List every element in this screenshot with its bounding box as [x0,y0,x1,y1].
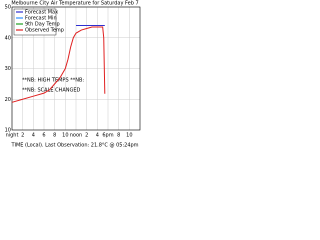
x-tick-label: 6pm [102,133,113,139]
x-tick-label: 8 [53,133,56,139]
legend-box [13,8,57,36]
legend-label: Forecast Min [25,16,57,22]
y-tick-label: 50 [5,5,11,11]
x-tick-label: 2 [85,133,88,139]
annotation: **NB: SCALE CHANGED [22,88,81,94]
y-tick-label: 30 [5,66,11,72]
chart: Melbourne City Air Temperature for Satur… [0,0,150,150]
legend-label: Forecast Max [25,10,58,16]
y-tick-label: 40 [5,35,11,41]
legend-label: 9th Day Temp [25,22,60,28]
series-line [11,26,106,103]
plot-frame [11,6,141,131]
y-tick-label: 20 [5,97,11,103]
x-tick-label: 4 [32,133,35,139]
x-tick-label: 4 [96,133,99,139]
x-axis-label: TIME (Local). Last Observation: 21.8°C @… [10,143,138,149]
x-tick-label: 6 [42,133,45,139]
x-tick-label: noon [70,133,82,139]
annotation: **NB: HIGH TEMPS **NB: [22,78,84,84]
chart-title: Melbourne City Air Temperature for Satur… [11,1,138,7]
x-tick-label: 10 [62,133,68,139]
legend-label: Observed Temp [25,28,64,34]
x-tick-label: 10 [126,133,132,139]
x-tick-label: 2 [21,133,24,139]
y-tick-label: 10 [5,128,11,134]
x-tick-label: night [6,133,19,139]
x-tick-label: 8 [117,133,120,139]
